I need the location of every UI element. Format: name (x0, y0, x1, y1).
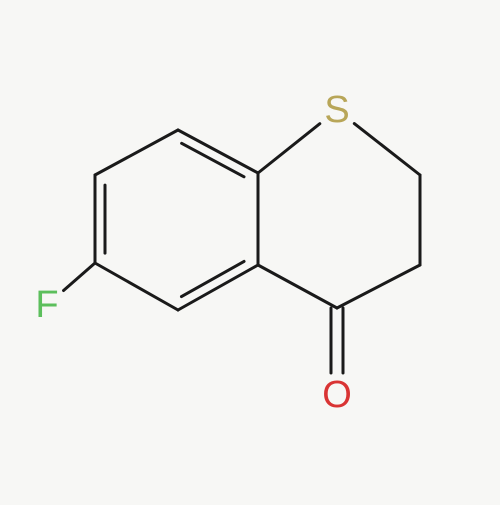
bond-1 (178, 130, 258, 173)
atom-label-f: F (35, 284, 58, 326)
bonds-group (64, 124, 420, 373)
molecule-canvas: S F O (0, 0, 500, 500)
bond-0 (95, 130, 178, 175)
bond-12 (64, 263, 95, 291)
atom-label-s: S (324, 89, 349, 131)
bond-6 (258, 124, 320, 173)
bond-9 (337, 265, 420, 308)
molecule-svg: S F O (0, 0, 500, 500)
atom-label-o: O (322, 374, 352, 416)
bond-4 (95, 263, 178, 310)
bond-3 (178, 265, 258, 310)
bond-10 (258, 265, 337, 308)
bond-7 (354, 124, 420, 175)
